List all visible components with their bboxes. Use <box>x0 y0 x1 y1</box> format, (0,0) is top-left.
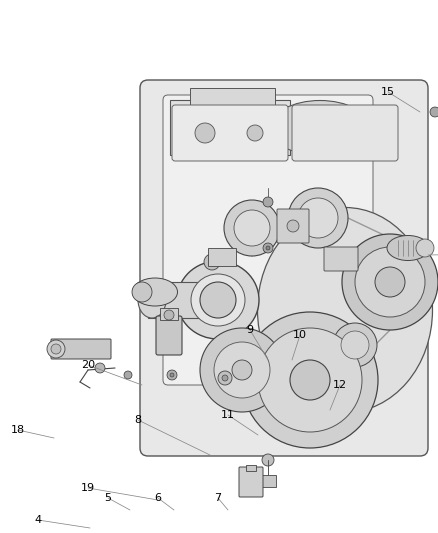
Circle shape <box>170 373 174 377</box>
Bar <box>246 465 256 471</box>
Ellipse shape <box>138 282 166 318</box>
Circle shape <box>342 234 438 330</box>
Circle shape <box>262 454 274 466</box>
Bar <box>208 248 236 266</box>
Circle shape <box>416 239 434 257</box>
Text: 7: 7 <box>215 493 222 503</box>
FancyBboxPatch shape <box>324 247 358 271</box>
Circle shape <box>124 371 132 379</box>
Circle shape <box>375 267 405 297</box>
Circle shape <box>218 371 232 385</box>
Circle shape <box>258 328 362 432</box>
Circle shape <box>263 243 273 253</box>
Circle shape <box>263 197 273 207</box>
Text: 18: 18 <box>11 425 25 435</box>
Ellipse shape <box>270 101 370 156</box>
Circle shape <box>47 340 65 358</box>
Circle shape <box>167 370 177 380</box>
Circle shape <box>95 363 105 373</box>
Text: 5: 5 <box>105 493 112 503</box>
FancyBboxPatch shape <box>292 105 398 161</box>
Circle shape <box>242 312 378 448</box>
Text: 20: 20 <box>81 360 95 370</box>
Circle shape <box>247 125 263 141</box>
Circle shape <box>200 328 284 412</box>
Bar <box>170 100 290 155</box>
Circle shape <box>222 375 228 381</box>
FancyBboxPatch shape <box>172 105 288 161</box>
Ellipse shape <box>177 261 259 339</box>
Text: 8: 8 <box>134 415 141 425</box>
Ellipse shape <box>191 274 245 326</box>
Circle shape <box>164 310 174 320</box>
Bar <box>160 308 178 320</box>
FancyBboxPatch shape <box>51 339 111 359</box>
Ellipse shape <box>387 236 429 261</box>
Circle shape <box>51 344 61 354</box>
FancyBboxPatch shape <box>140 80 428 456</box>
Text: 10: 10 <box>293 330 307 340</box>
FancyBboxPatch shape <box>277 209 309 243</box>
Text: 19: 19 <box>81 483 95 493</box>
Circle shape <box>341 331 369 359</box>
Circle shape <box>204 254 220 270</box>
Text: 11: 11 <box>221 410 235 420</box>
Circle shape <box>234 210 270 246</box>
Ellipse shape <box>133 278 177 306</box>
Circle shape <box>266 246 270 250</box>
Ellipse shape <box>258 207 432 413</box>
FancyBboxPatch shape <box>239 467 263 497</box>
Circle shape <box>290 360 330 400</box>
FancyBboxPatch shape <box>156 316 182 355</box>
Text: 6: 6 <box>155 493 162 503</box>
Circle shape <box>200 282 236 318</box>
Circle shape <box>195 123 215 143</box>
Bar <box>148 282 220 318</box>
Circle shape <box>333 323 377 367</box>
Text: 9: 9 <box>247 325 254 335</box>
Circle shape <box>430 107 438 117</box>
FancyBboxPatch shape <box>163 95 373 385</box>
Circle shape <box>214 342 270 398</box>
Circle shape <box>287 220 299 232</box>
Circle shape <box>232 360 252 380</box>
Text: 4: 4 <box>35 515 42 525</box>
Circle shape <box>132 282 152 302</box>
Circle shape <box>224 200 280 256</box>
Circle shape <box>355 247 425 317</box>
Bar <box>190 88 275 118</box>
Text: 12: 12 <box>333 380 347 390</box>
Bar <box>260 475 276 487</box>
Circle shape <box>288 188 348 248</box>
Text: 15: 15 <box>381 87 395 97</box>
Circle shape <box>298 198 338 238</box>
